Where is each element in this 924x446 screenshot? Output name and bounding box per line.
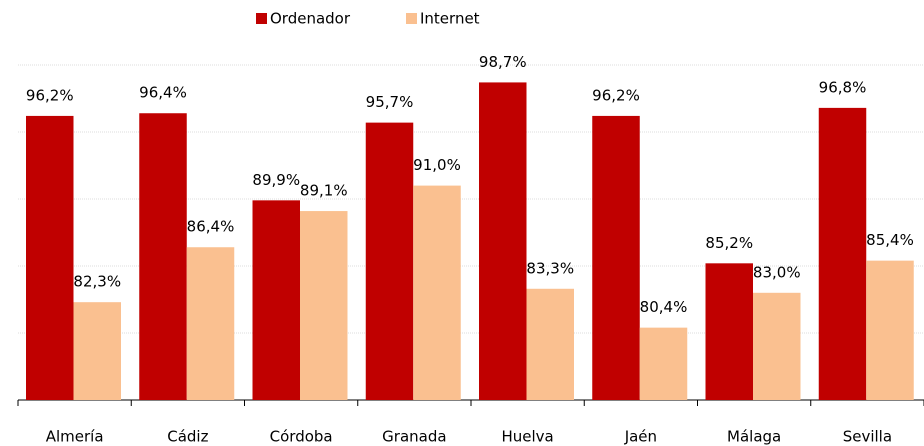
x-tick-label: Huelva: [501, 428, 553, 446]
data-label: 83,0%: [753, 263, 801, 281]
legend-label: Ordenador: [270, 10, 351, 28]
data-label: 86,4%: [187, 218, 235, 236]
bar: [73, 302, 121, 400]
x-tick-label: Málaga: [727, 428, 781, 446]
bar: [753, 292, 801, 400]
x-tick-label: Córdoba: [270, 428, 333, 446]
bar: [592, 115, 640, 401]
data-label: 96,8%: [819, 78, 867, 96]
data-label: 89,1%: [300, 182, 348, 200]
data-label: 96,2%: [592, 86, 640, 104]
bar: [413, 185, 461, 400]
legend-swatch: [406, 13, 417, 24]
data-label: 83,3%: [526, 259, 574, 277]
x-tick-label: Cádiz: [167, 428, 208, 446]
data-label: 85,2%: [705, 234, 753, 252]
bar: [866, 260, 914, 400]
bar: [818, 107, 867, 400]
bar: [526, 288, 574, 400]
x-tick-label: Jaén: [624, 428, 657, 446]
bar: [365, 122, 414, 401]
bar: [639, 327, 688, 400]
x-tick-label: Almería: [46, 428, 104, 446]
bar: [705, 263, 753, 400]
bar: [186, 247, 235, 400]
bar: [252, 200, 300, 400]
data-label: 96,4%: [139, 84, 187, 102]
data-label: 89,9%: [252, 171, 300, 189]
bar: [479, 82, 527, 401]
data-label: 95,7%: [366, 93, 414, 111]
data-label: 98,7%: [479, 53, 527, 71]
bar: [26, 115, 74, 401]
data-label: 91,0%: [413, 156, 461, 174]
legend-swatch: [256, 13, 267, 24]
data-label: 96,2%: [26, 86, 74, 104]
legend-label: Internet: [420, 10, 480, 28]
data-label: 85,4%: [866, 231, 914, 249]
x-tick-label: Granada: [382, 428, 446, 446]
data-label: 82,3%: [73, 273, 121, 291]
data-label: 80,4%: [640, 298, 688, 316]
bar: [139, 113, 187, 401]
bar: [300, 211, 348, 400]
x-tick-label: Sevilla: [843, 428, 892, 446]
